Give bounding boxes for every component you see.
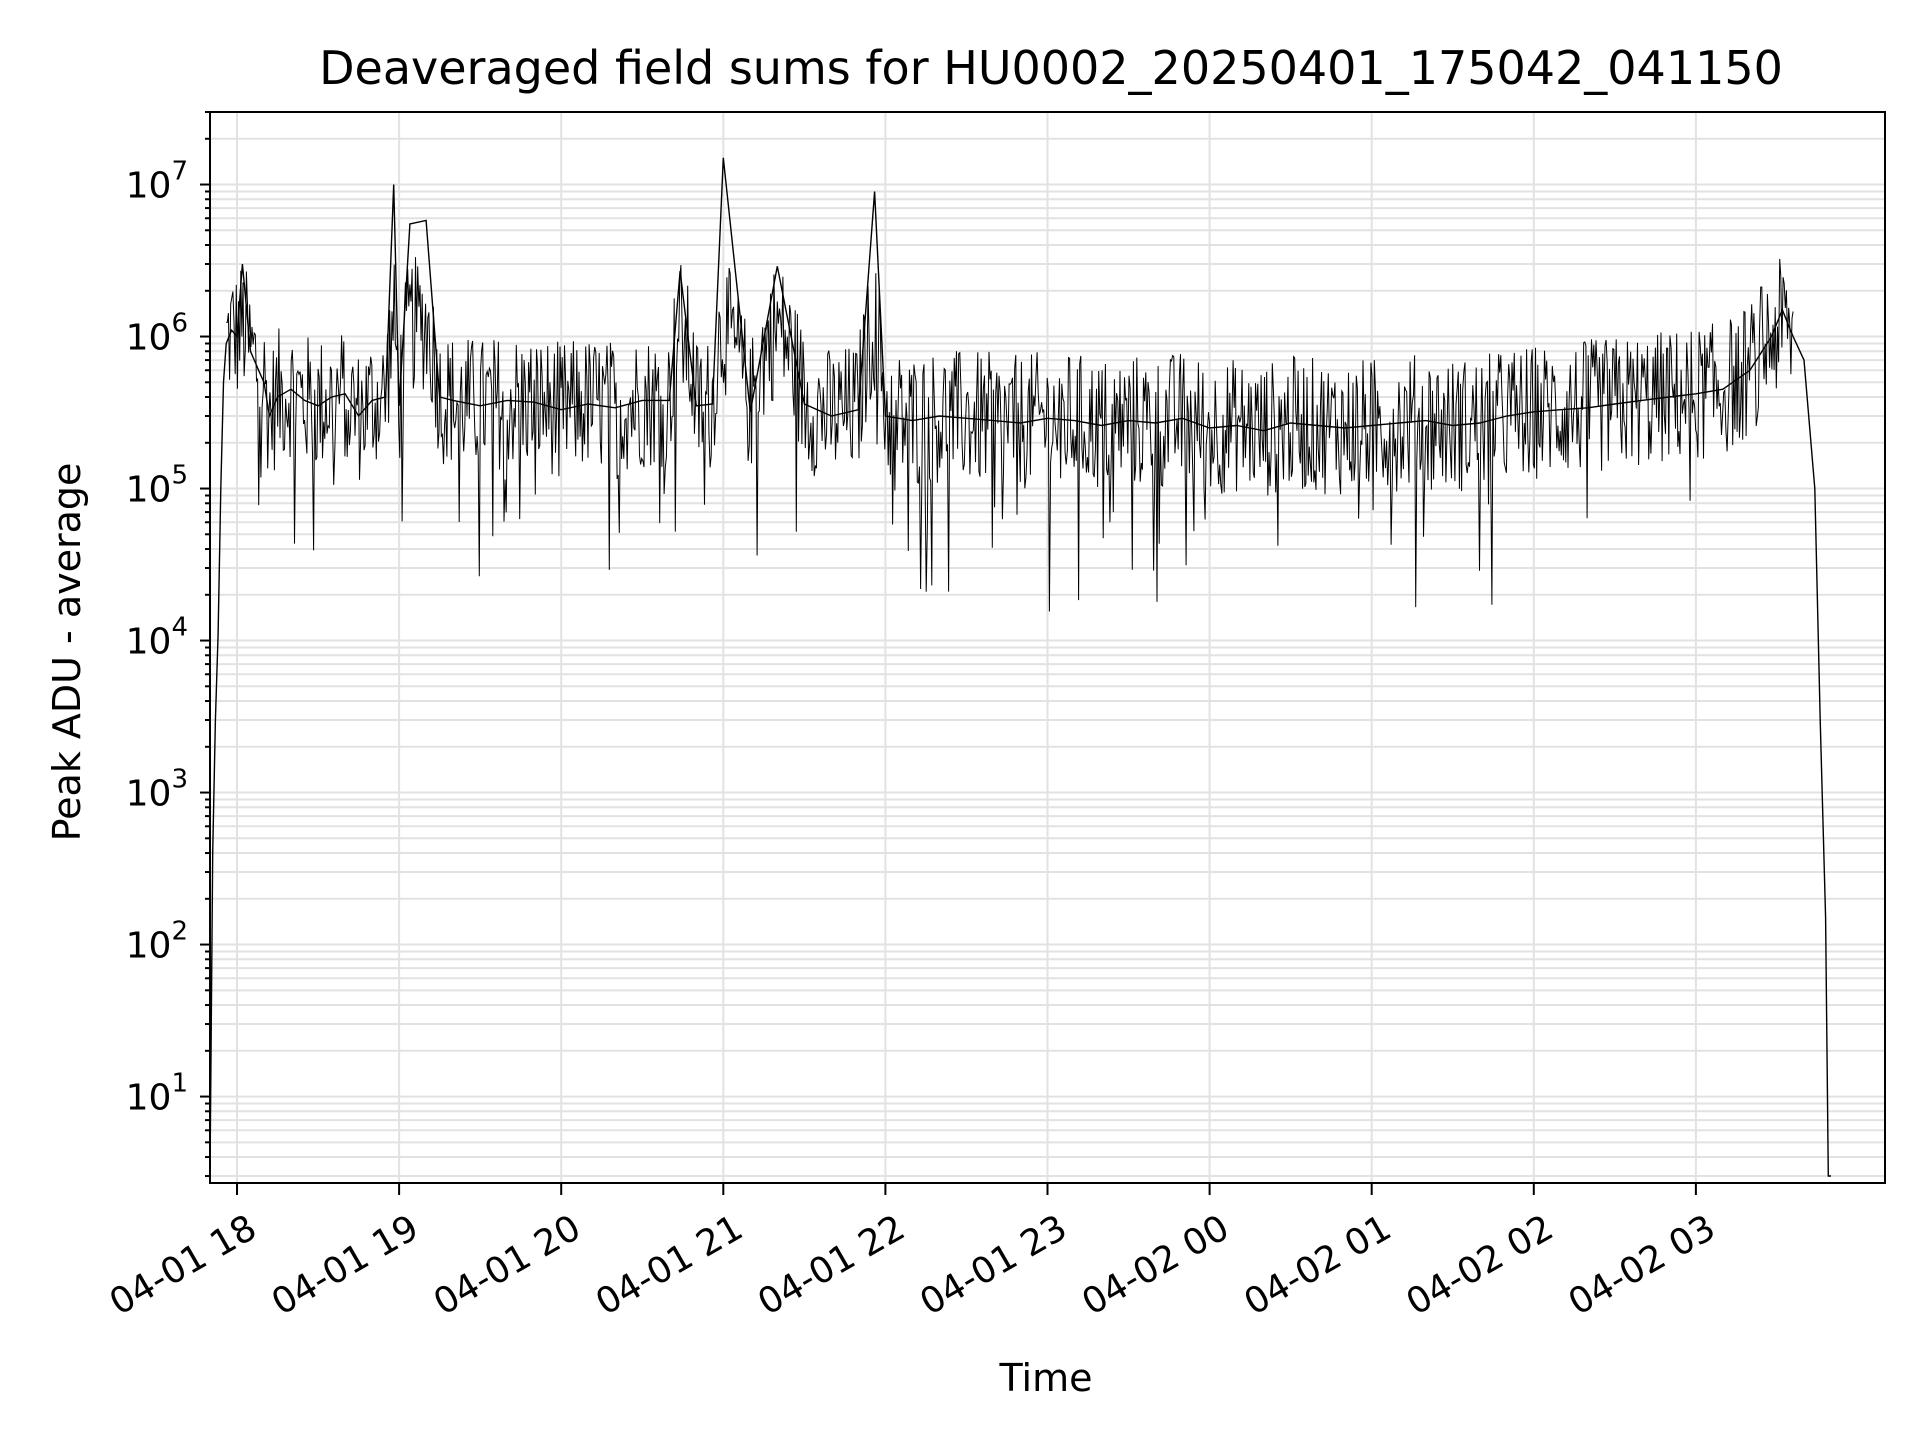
- x-tick-label: 04-01 21: [589, 1207, 750, 1323]
- y-axis-label: Peak ADU - average: [45, 463, 89, 842]
- x-tick-label: 04-02 01: [1238, 1207, 1399, 1323]
- x-tick-label: 04-01 22: [751, 1207, 912, 1323]
- x-tick-label: 04-01 18: [103, 1207, 264, 1323]
- x-tick-label: 04-01 23: [913, 1207, 1074, 1323]
- y-tick-label: 107: [126, 157, 188, 207]
- x-tick-label: 04-02 03: [1562, 1207, 1723, 1323]
- x-tick-label: 04-01 19: [265, 1207, 426, 1323]
- x-tick-label: 04-02 00: [1075, 1207, 1236, 1323]
- y-tick-label: 101: [126, 1069, 188, 1119]
- grid: [210, 111, 1885, 1183]
- x-tick-label: 04-02 02: [1400, 1207, 1561, 1323]
- y-tick-label: 105: [126, 461, 188, 511]
- y-tick-label: 103: [126, 765, 188, 815]
- series-noise: [226, 257, 1794, 612]
- series-line: [209, 157, 1831, 1177]
- x-axis-label: Time: [999, 1356, 1093, 1400]
- y-tick-label: 102: [126, 917, 188, 967]
- y-tick-label: 106: [126, 309, 188, 359]
- series-layer: [209, 157, 1831, 1177]
- y-axis: 101 102 103 104 105 106 107: [126, 111, 210, 1178]
- y-tick-label: 104: [126, 613, 188, 663]
- x-axis: 04-01 18 04-01 19 04-01 20 04-01 21 04-01 22…: [103, 1183, 1723, 1324]
- x-tick-label: 04-01 20: [427, 1207, 588, 1323]
- chart-title: Deaveraged field sums for HU0002_2025040…: [319, 41, 1783, 95]
